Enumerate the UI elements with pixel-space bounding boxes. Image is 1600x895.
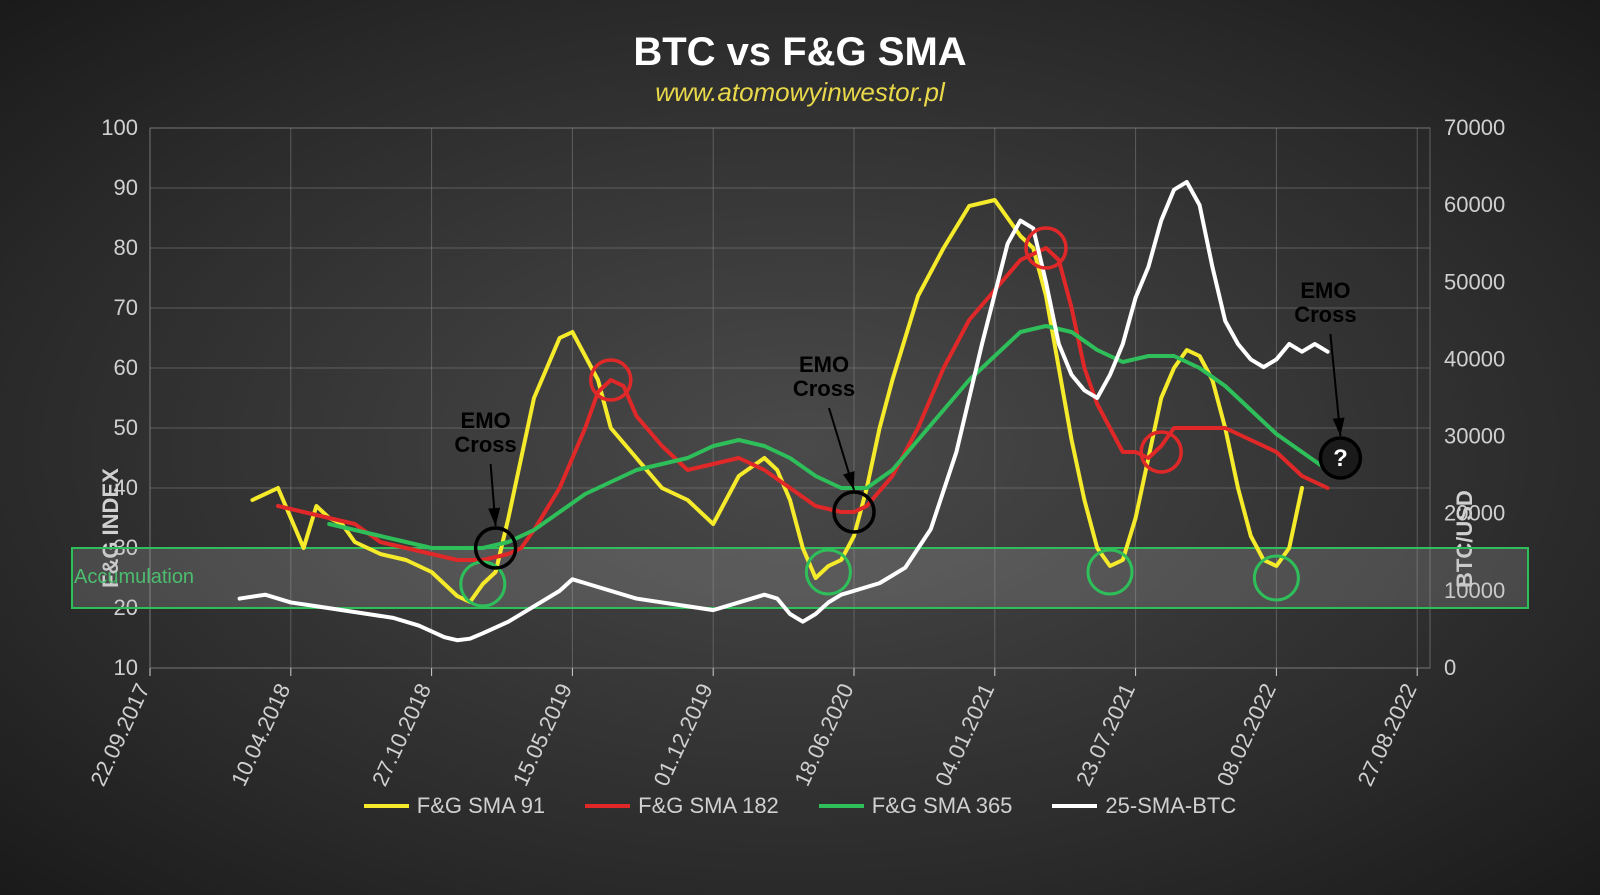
svg-text:Cross: Cross xyxy=(1294,302,1356,327)
svg-text:08.02.2022: 08.02.2022 xyxy=(1212,680,1281,788)
chart-title: BTC vs F&G SMA xyxy=(40,30,1560,75)
svg-text:22.09.2017: 22.09.2017 xyxy=(85,680,154,788)
legend-item: F&G SMA 91 xyxy=(364,793,545,819)
svg-text:30000: 30000 xyxy=(1444,424,1505,449)
svg-text:27.10.2018: 27.10.2018 xyxy=(367,680,436,788)
legend: F&G SMA 91 F&G SMA 182 F&G SMA 365 25-SMA-B… xyxy=(40,793,1560,819)
svg-text:50000: 50000 xyxy=(1444,269,1505,294)
svg-text:10.04.2018: 10.04.2018 xyxy=(226,680,295,788)
legend-swatch xyxy=(1052,804,1097,808)
svg-text:100: 100 xyxy=(101,118,138,140)
legend-item: F&G SMA 365 xyxy=(819,793,1013,819)
svg-text:70000: 70000 xyxy=(1444,118,1505,140)
legend-item: F&G SMA 182 xyxy=(585,793,779,819)
legend-label: 25-SMA-BTC xyxy=(1105,793,1236,819)
svg-text:0: 0 xyxy=(1444,655,1456,680)
chart-container: BTC vs F&G SMA www.atomowyinwestor.pl F&… xyxy=(0,0,1600,895)
svg-text:?: ? xyxy=(1333,445,1348,472)
svg-text:01.12.2019: 01.12.2019 xyxy=(649,680,718,788)
svg-text:Cross: Cross xyxy=(793,376,855,401)
svg-text:40: 40 xyxy=(114,475,138,500)
svg-text:90: 90 xyxy=(114,175,138,200)
svg-text:18.06.2020: 18.06.2020 xyxy=(789,680,858,788)
svg-text:60000: 60000 xyxy=(1444,192,1505,217)
legend-swatch xyxy=(585,804,630,808)
svg-text:27.08.2022: 27.08.2022 xyxy=(1353,680,1422,788)
svg-text:EMO: EMO xyxy=(461,408,511,433)
legend-item: 25-SMA-BTC xyxy=(1052,793,1236,819)
svg-text:EMO: EMO xyxy=(799,352,849,377)
svg-text:23.07.2021: 23.07.2021 xyxy=(1071,680,1140,788)
svg-text:10: 10 xyxy=(114,655,138,680)
legend-swatch xyxy=(364,804,409,808)
chart-subtitle: www.atomowyinwestor.pl xyxy=(40,77,1560,108)
svg-text:04.01.2021: 04.01.2021 xyxy=(930,680,999,788)
legend-swatch xyxy=(819,804,864,808)
svg-text:50: 50 xyxy=(114,415,138,440)
svg-text:Cross: Cross xyxy=(454,432,516,457)
plot-area: F&G INDEX BTC/USD Accumulation 102030405… xyxy=(70,118,1530,788)
legend-label: F&G SMA 91 xyxy=(417,793,545,819)
legend-label: F&G SMA 365 xyxy=(872,793,1013,819)
svg-text:70: 70 xyxy=(114,295,138,320)
svg-text:20000: 20000 xyxy=(1444,501,1505,526)
legend-label: F&G SMA 182 xyxy=(638,793,779,819)
svg-text:15.05.2019: 15.05.2019 xyxy=(508,680,577,788)
svg-text:60: 60 xyxy=(114,355,138,380)
svg-text:40000: 40000 xyxy=(1444,346,1505,371)
svg-text:80: 80 xyxy=(114,235,138,260)
svg-text:EMO: EMO xyxy=(1300,278,1350,303)
